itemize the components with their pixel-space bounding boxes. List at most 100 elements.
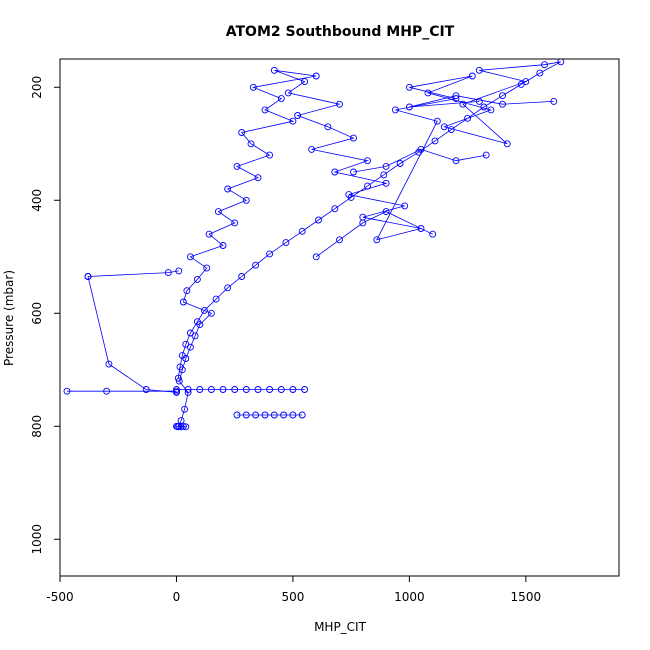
x-tick-label: 1500 bbox=[511, 590, 542, 604]
data-point bbox=[289, 411, 297, 419]
data-point bbox=[541, 61, 548, 69]
y-tick-label: 600 bbox=[30, 302, 44, 325]
data-point bbox=[417, 225, 425, 232]
data-point bbox=[238, 129, 246, 136]
data-point bbox=[503, 140, 511, 148]
data-point bbox=[164, 269, 172, 277]
data-point bbox=[331, 168, 339, 176]
data-point bbox=[475, 97, 483, 105]
data-point bbox=[181, 405, 189, 413]
y-tick-label: 400 bbox=[30, 189, 44, 212]
data-point bbox=[301, 78, 309, 86]
data-point bbox=[270, 411, 278, 419]
data-point bbox=[186, 253, 194, 261]
data-point bbox=[350, 134, 357, 142]
plot-frame bbox=[59, 58, 620, 577]
data-point bbox=[184, 386, 192, 393]
data-point bbox=[175, 267, 183, 275]
data-point bbox=[536, 69, 544, 77]
data-point bbox=[254, 174, 262, 182]
data-point bbox=[175, 377, 183, 385]
data-point bbox=[289, 386, 297, 393]
data-point bbox=[373, 236, 381, 244]
x-tick-label: -500 bbox=[46, 590, 73, 604]
data-point bbox=[254, 386, 262, 393]
data-point bbox=[294, 112, 302, 119]
data-point bbox=[205, 230, 213, 238]
data-point bbox=[359, 219, 367, 227]
x-axis-label: MHP_CIT bbox=[314, 620, 367, 634]
data-point bbox=[179, 298, 187, 306]
data-point bbox=[550, 97, 558, 105]
data-point bbox=[284, 89, 292, 97]
data-point bbox=[452, 157, 460, 165]
data-point bbox=[431, 137, 439, 145]
data-point bbox=[405, 83, 413, 91]
data-point bbox=[424, 89, 432, 97]
data-point bbox=[105, 360, 113, 368]
y-axis-label: Pressure (mbar) bbox=[2, 270, 16, 366]
data-point bbox=[174, 374, 182, 382]
data-point bbox=[252, 411, 260, 419]
data-point bbox=[396, 160, 404, 167]
axes: -500 0 500 1000 1500 200 400 600 800 1000 bbox=[30, 76, 541, 604]
data-point bbox=[252, 261, 260, 269]
data-point bbox=[468, 72, 476, 80]
data-point bbox=[63, 387, 71, 395]
data-point bbox=[459, 100, 467, 108]
x-tick-label: 0 bbox=[173, 590, 181, 604]
series-line bbox=[353, 148, 487, 173]
data-point bbox=[336, 236, 343, 244]
data-point bbox=[289, 117, 297, 125]
data-point bbox=[186, 329, 194, 337]
data-series bbox=[174, 59, 565, 430]
data-point bbox=[282, 239, 290, 247]
data-point bbox=[266, 151, 274, 159]
data-point bbox=[173, 388, 180, 396]
series-line bbox=[87, 270, 179, 277]
data-point bbox=[336, 100, 343, 108]
data-point bbox=[196, 386, 204, 393]
data-point bbox=[266, 386, 274, 393]
data-point bbox=[364, 157, 371, 165]
data-point bbox=[200, 306, 208, 314]
data-series bbox=[84, 267, 183, 280]
data-point bbox=[242, 411, 250, 419]
data-point bbox=[440, 123, 448, 131]
data-point bbox=[214, 208, 222, 216]
data-point bbox=[270, 66, 278, 74]
data-point bbox=[382, 162, 390, 170]
data-point bbox=[499, 92, 506, 100]
data-point bbox=[382, 208, 390, 216]
data-point bbox=[261, 411, 269, 419]
data-point bbox=[193, 318, 201, 326]
data-point bbox=[219, 242, 227, 249]
data-point bbox=[475, 66, 483, 74]
chart-title: ATOM2 Southbound MHP_CIT bbox=[226, 24, 455, 40]
data-point bbox=[557, 59, 565, 66]
data-point bbox=[231, 386, 239, 393]
data-series bbox=[312, 208, 437, 261]
data-point bbox=[499, 100, 506, 108]
data-point bbox=[142, 386, 150, 393]
series-line bbox=[315, 211, 433, 258]
x-tick-label: 1000 bbox=[394, 590, 425, 604]
data-point bbox=[242, 196, 250, 204]
data-point bbox=[280, 411, 288, 419]
series-line bbox=[409, 95, 554, 108]
data-point bbox=[277, 95, 285, 103]
data-series bbox=[350, 145, 490, 176]
data-point bbox=[380, 171, 388, 179]
data-point bbox=[382, 179, 390, 187]
data-point bbox=[308, 145, 316, 153]
data-point bbox=[298, 227, 306, 235]
data-point bbox=[331, 205, 339, 213]
data-point bbox=[447, 126, 455, 134]
data-point bbox=[324, 123, 332, 131]
data-point bbox=[219, 386, 227, 393]
data-point bbox=[312, 253, 320, 261]
data-point bbox=[487, 106, 495, 114]
y-tick-label: 800 bbox=[30, 415, 44, 438]
